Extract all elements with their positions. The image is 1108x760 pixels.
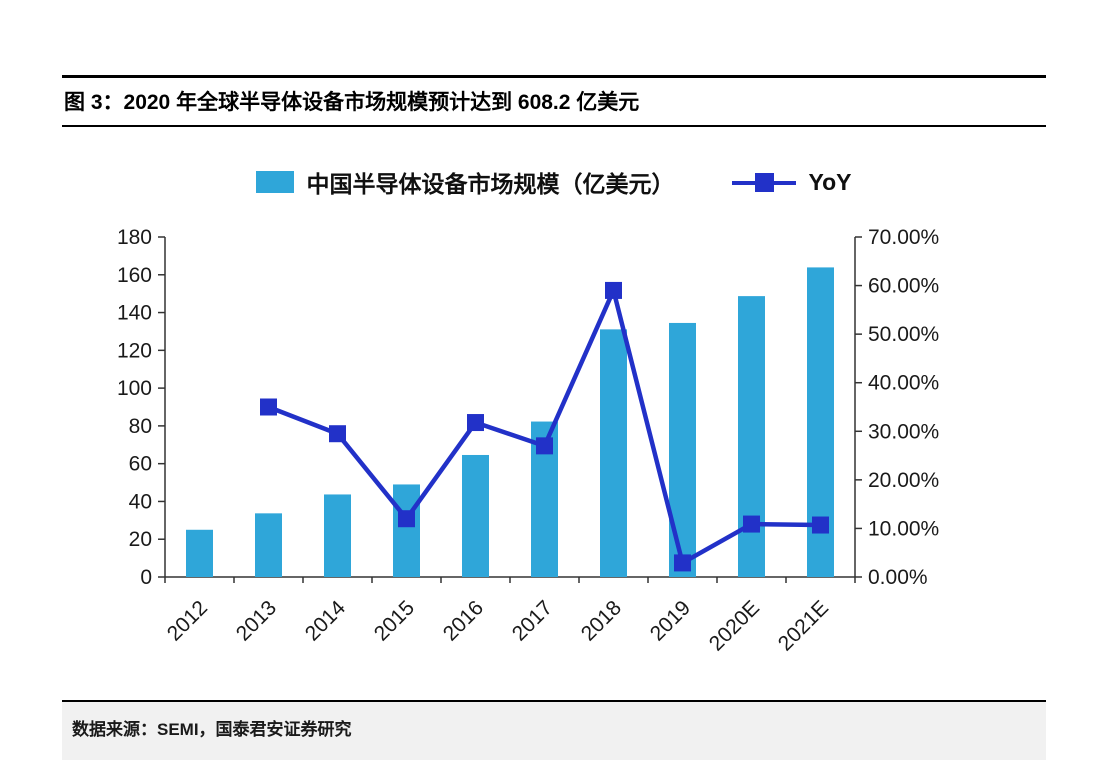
- left-axis-label: 160: [117, 264, 152, 287]
- right-axis-label: 0.00%: [868, 566, 928, 589]
- yoy-marker-2013: [260, 398, 277, 416]
- data-source-footer: 数据来源：SEMI，国泰君安证券研究: [62, 700, 1046, 760]
- line-legend-label: YoY: [808, 168, 852, 195]
- x-axis-label-2015: 2015: [370, 596, 419, 645]
- left-axis-label: 140: [117, 302, 152, 325]
- left-axis-label: 100: [117, 377, 152, 400]
- bar-2016: [462, 454, 489, 577]
- bar-2015: [393, 484, 420, 577]
- line-legend-swatch-icon: [732, 172, 797, 192]
- x-axis-label-2017: 2017: [508, 596, 557, 645]
- bar-2014: [324, 494, 351, 577]
- yoy-marker-2016: [467, 414, 484, 432]
- x-axis-label-2012: 2012: [163, 596, 212, 645]
- x-axis-label-2016: 2016: [439, 596, 488, 645]
- bar-2018: [600, 329, 627, 577]
- bar-2012: [186, 529, 213, 577]
- bar-2013: [255, 513, 282, 577]
- left-axis-label: 180: [117, 226, 152, 249]
- left-axis-label: 80: [129, 415, 152, 438]
- x-axis-label-2020E: 2020E: [705, 596, 764, 655]
- right-axis-label: 70.00%: [868, 226, 939, 249]
- chart-legend: 中国半导体设备市场规模（亿美元） YoY: [62, 165, 1046, 199]
- right-axis-label: 10.00%: [868, 517, 939, 540]
- x-axis-label-2018: 2018: [577, 596, 626, 645]
- bar-legend-swatch-icon: [256, 171, 295, 193]
- x-axis-label-2021E: 2021E: [774, 596, 833, 655]
- yoy-marker-2015: [398, 510, 415, 528]
- right-axis-label: 50.00%: [868, 323, 939, 346]
- right-axis-label: 60.00%: [868, 275, 939, 298]
- yoy-marker-2021E: [812, 516, 829, 534]
- data-source-text: 数据来源：SEMI，国泰君安证券研究: [72, 720, 352, 739]
- bar-2020E: [738, 296, 765, 577]
- bar-legend-label: 中国半导体设备市场规模（亿美元）: [306, 171, 675, 197]
- yoy-marker-2020E: [743, 515, 760, 533]
- yoy-marker-2018: [605, 281, 622, 299]
- x-axis-label-2014: 2014: [301, 596, 351, 646]
- yoy-marker-2014: [329, 425, 346, 443]
- left-axis-label: 60: [129, 453, 152, 476]
- left-axis-label: 0: [140, 566, 152, 589]
- left-axis-label: 20: [129, 528, 152, 551]
- combo-chart: 0 20 40 60 80 100 120 140 160 180 0.00% 10.00% 20.00…: [117, 226, 939, 655]
- bar-2019: [669, 322, 696, 577]
- right-axis-label: 20.00%: [868, 469, 939, 492]
- x-axis-label-2013: 2013: [232, 596, 281, 645]
- right-axis-label: 30.00%: [868, 420, 939, 443]
- legend-item-bars: 中国半导体设备市场规模（亿美元）: [256, 165, 674, 199]
- line-legend-marker: [755, 172, 775, 192]
- left-axis-label: 40: [129, 490, 152, 513]
- yoy-marker-2017: [536, 437, 553, 455]
- figure-title: 图 3：2020 年全球半导体设备市场规模预计达到 608.2 亿美元: [62, 75, 1046, 127]
- right-axis-label: 40.00%: [868, 372, 939, 395]
- legend-item-yoy: YoY: [732, 168, 852, 196]
- left-axis-label: 120: [117, 339, 152, 362]
- yoy-marker-2019: [674, 554, 691, 572]
- x-axis-label-2019: 2019: [646, 596, 695, 645]
